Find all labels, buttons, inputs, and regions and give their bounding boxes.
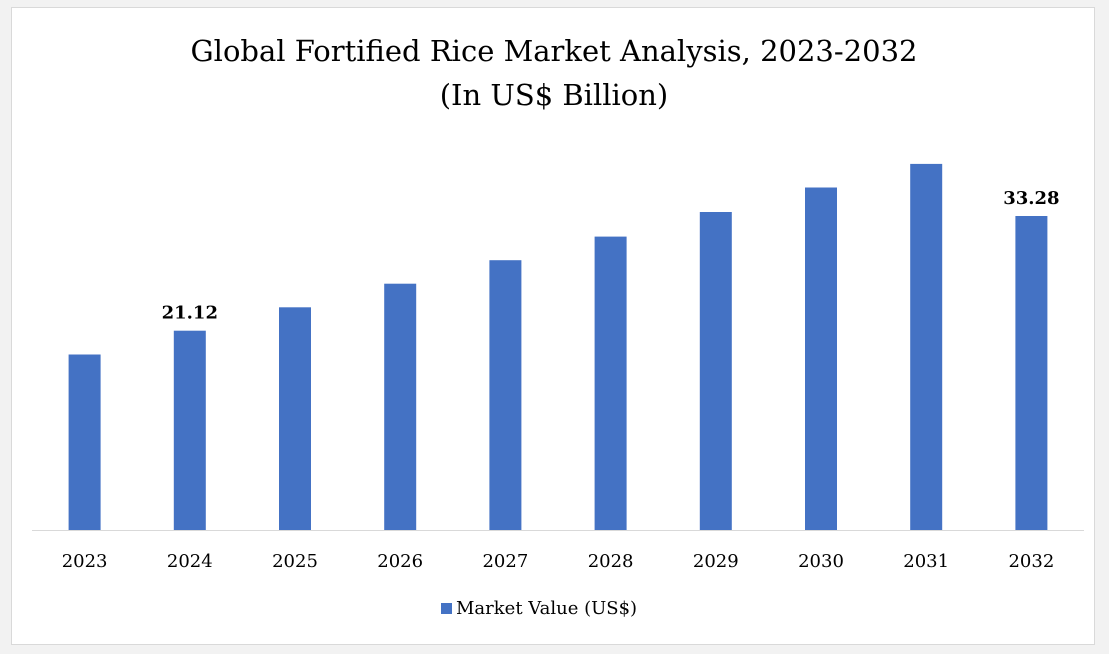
x-tick-label-2026: 2026	[377, 551, 423, 572]
bar-2025	[279, 307, 311, 530]
x-tick-label-2027: 2027	[482, 551, 528, 572]
bar-2029	[699, 212, 732, 530]
bar-chart: Global Fortified Rice Market Analysis, 2…	[32, 34, 1084, 619]
bar-2026	[384, 283, 417, 530]
bar-2030	[805, 187, 837, 530]
data-label-2032: 33.28	[1003, 188, 1059, 209]
x-tick-label-2025: 2025	[272, 551, 318, 572]
bars-layer	[68, 163, 1048, 530]
x-tick-labels: 2023 2024 2025 2026 2027 2028 2029 2030 2031 2032	[62, 551, 1055, 572]
bar-2023	[68, 354, 101, 530]
chart-subtitle: (In US$ Billion)	[440, 78, 669, 112]
bar-2032	[1015, 216, 1048, 530]
bar-2024	[173, 330, 206, 530]
legend-label: Market Value (US$)	[456, 598, 637, 619]
legend: Market Value (US$)	[441, 598, 637, 619]
bar-2027	[489, 260, 522, 530]
x-tick-label-2029: 2029	[693, 551, 739, 572]
legend-swatch	[441, 603, 452, 614]
chart-frame: Global Fortified Rice Market Analysis, 2…	[11, 7, 1095, 645]
data-labels: 21.12 33.28	[162, 188, 1060, 324]
x-tick-label-2024: 2024	[167, 551, 213, 572]
bar-2028	[594, 236, 627, 530]
chart-title: Global Fortified Rice Market Analysis, 2…	[191, 34, 918, 68]
x-tick-label-2031: 2031	[903, 551, 949, 572]
x-tick-label-2028: 2028	[588, 551, 634, 572]
x-tick-label-2023: 2023	[62, 551, 108, 572]
data-label-2024: 21.12	[162, 303, 218, 324]
x-tick-label-2032: 2032	[1008, 551, 1054, 572]
bar-2031	[910, 163, 943, 530]
x-tick-label-2030: 2030	[798, 551, 844, 572]
